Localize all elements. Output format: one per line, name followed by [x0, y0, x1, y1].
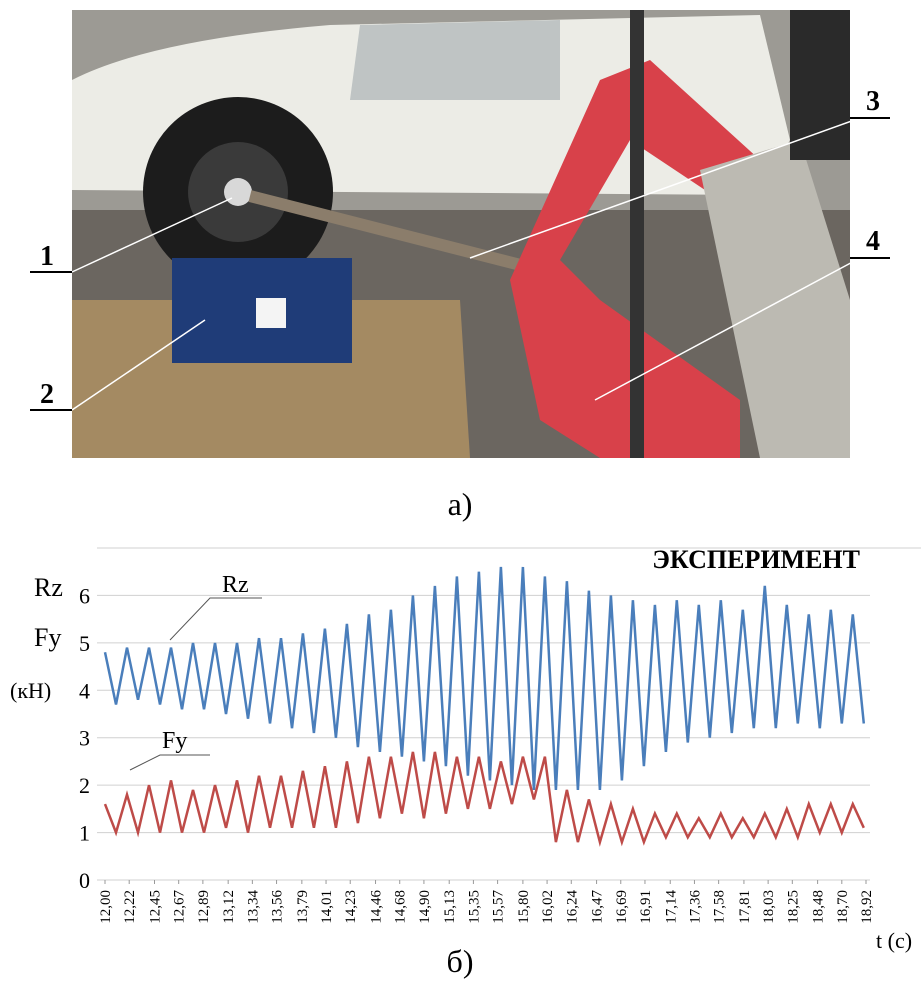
caption: а) — [448, 486, 473, 522]
chart: 0 1 2 3 4 5 6 12,00 12,22 12,45 12,67 12,89 13,12 13,… — [10, 545, 921, 953]
x-tick-label: 14,46 — [369, 890, 385, 924]
x-tick-label: 17,36 — [687, 890, 703, 924]
x-tick-label: 15,35 — [466, 890, 482, 924]
series-label: Fy — [162, 728, 187, 754]
photo-label: 4 — [866, 226, 880, 257]
x-tick-label: 13,79 — [295, 890, 311, 924]
x-tick-label: 14,01 — [319, 890, 335, 924]
series-label: Rz — [222, 572, 249, 598]
y-tick-label: 6 — [79, 583, 90, 608]
x-tick-label: 16,47 — [590, 890, 606, 924]
series-line — [103, 751, 865, 847]
x-tick-label: 12,00 — [98, 890, 114, 924]
x-tick-label: 14,68 — [393, 890, 409, 924]
x-tick-label: 12,89 — [196, 890, 212, 924]
x-tick-label: 17,81 — [737, 890, 753, 924]
x-tick-label: 17,14 — [663, 890, 679, 924]
x-tick-label: 13,56 — [270, 890, 286, 924]
y-tick-label: 3 — [79, 726, 90, 751]
x-tick-label: 12,67 — [172, 890, 188, 924]
x-tick-label: 18,70 — [835, 890, 851, 924]
x-tick-label: 16,91 — [638, 890, 654, 924]
x-tick-label: 14,23 — [343, 890, 359, 924]
x-tick-label: 15,13 — [442, 890, 458, 924]
x-tick-label: 13,12 — [221, 890, 237, 924]
x-tick-label: 18,48 — [811, 890, 827, 924]
photo-label: 1 — [40, 241, 54, 272]
x-tick-label: 15,80 — [516, 890, 532, 924]
x-tick-label: 18,92 — [859, 890, 875, 924]
leader-line — [594, 257, 861, 401]
series-line — [103, 566, 866, 790]
y-tick-label: 5 — [79, 631, 90, 656]
x-tick-label: 18,03 — [761, 890, 777, 924]
axis-label: Rz — [34, 573, 63, 602]
y-tick-label: 2 — [79, 773, 90, 798]
photo-label: 2 — [40, 379, 54, 410]
x-tick-label: 14,90 — [417, 890, 433, 924]
x-tick-label: 18,25 — [785, 890, 801, 924]
x-tick-label: 16,02 — [540, 890, 556, 924]
x-tick-label: 13,34 — [245, 890, 261, 924]
x-tick-label: 12,22 — [122, 890, 138, 924]
y-tick-label: 1 — [79, 821, 90, 846]
x-tick-label: 16,69 — [614, 890, 630, 924]
leader-line — [469, 117, 861, 259]
photo — [72, 10, 850, 458]
axis-label: (кН) — [10, 678, 51, 703]
x-axis-label: t (с) — [876, 928, 912, 953]
x-tick-label: 15,57 — [491, 890, 507, 924]
photo-callouts — [71, 117, 861, 411]
x-tick-label: 12,45 — [147, 890, 163, 924]
x-tick-label: 17,58 — [712, 890, 728, 924]
photo-label: 3 — [866, 86, 880, 117]
leader-line — [71, 197, 233, 273]
leader-line — [71, 319, 206, 411]
y-tick-label: 4 — [79, 678, 90, 703]
chart-title: ЭКСПЕРИМЕНТ — [652, 545, 860, 574]
y-tick-label: 0 — [79, 868, 90, 893]
axis-label: Fy — [34, 623, 61, 652]
leader-line — [169, 597, 262, 641]
x-tick-label: 16,24 — [564, 890, 580, 924]
leader-line — [129, 754, 210, 771]
caption: б) — [447, 943, 474, 979]
